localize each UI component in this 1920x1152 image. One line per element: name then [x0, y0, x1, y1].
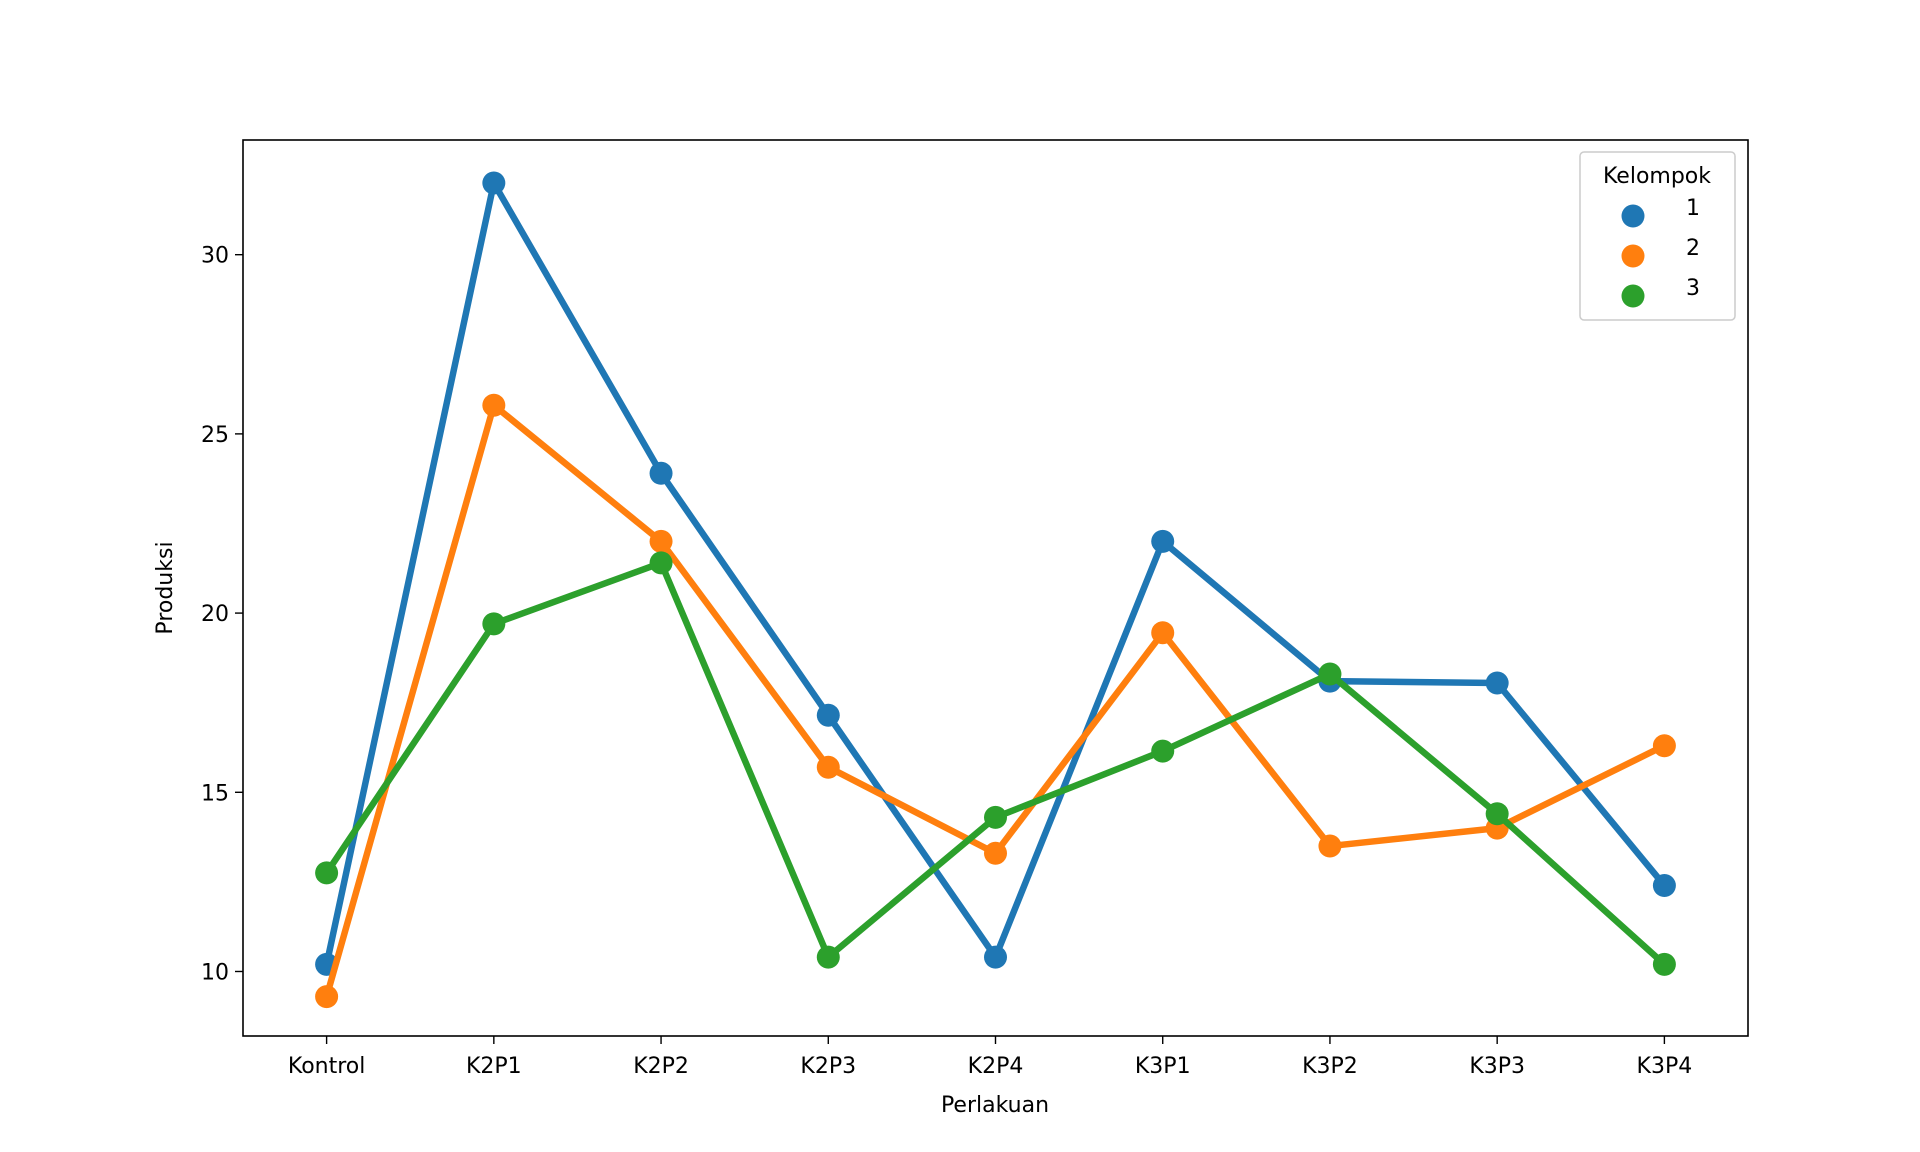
series-3-point: [1485, 802, 1509, 826]
y-tick-label: 20: [201, 602, 229, 627]
y-tick-label: 15: [201, 781, 229, 806]
series-2-point: [1318, 834, 1342, 858]
series-3-point: [482, 612, 506, 636]
x-tick-label: K2P1: [466, 1054, 522, 1079]
legend-marker-3: [1621, 284, 1645, 308]
series-1-point: [816, 703, 840, 727]
x-tick-label: K3P1: [1135, 1054, 1191, 1079]
series-2-point: [816, 755, 840, 779]
series-3-point: [816, 945, 840, 969]
legend-title: Kelompok: [1603, 164, 1711, 189]
x-tick-label: K2P2: [633, 1054, 689, 1079]
series-layer: [315, 171, 1676, 1009]
series-3-point: [1652, 952, 1676, 976]
series-3-point: [1318, 662, 1342, 686]
series-3-point: [984, 805, 1007, 829]
x-tick-label: K3P3: [1469, 1054, 1525, 1079]
y-tick-label: 10: [201, 960, 229, 985]
series-1-point: [1485, 671, 1509, 695]
legend-label-3: 3: [1686, 276, 1700, 301]
x-tick-label: Kontrol: [288, 1054, 366, 1079]
series-1-point: [1652, 873, 1676, 897]
x-tick-label: K3P2: [1302, 1054, 1358, 1079]
legend-box: [1579, 151, 1736, 321]
legend: Kelompok 1 2 3: [1579, 151, 1736, 321]
legend-marker-1: [1621, 204, 1645, 228]
legend-items: 1 2 3: [1621, 196, 1700, 308]
series-2-point: [984, 841, 1007, 865]
legend-label-1: 1: [1686, 196, 1700, 221]
series-2-point: [649, 529, 673, 553]
series-2-point: [1151, 621, 1175, 645]
y-tick-label: 25: [201, 423, 229, 448]
y-axis: 10 15 20 25 30: [201, 244, 243, 985]
series-1-point: [482, 171, 506, 195]
plot-area: [243, 140, 1748, 1036]
y-axis-label: Produksi: [153, 541, 178, 634]
legend-marker-2: [1621, 244, 1645, 268]
x-tick-label: K2P3: [800, 1054, 856, 1079]
series-1-point: [1151, 529, 1175, 553]
series-3-point: [1151, 739, 1175, 763]
series-1-point: [984, 945, 1007, 969]
series-2-point: [1652, 734, 1676, 758]
legend-label-2: 2: [1686, 236, 1700, 261]
series-2-point: [482, 393, 506, 417]
x-axis-label: Perlakuan: [941, 1093, 1049, 1118]
series-3-point: [649, 551, 673, 575]
x-tick-label: K3P4: [1637, 1054, 1693, 1079]
series-1-point: [649, 461, 673, 485]
y-tick-label: 30: [201, 244, 229, 269]
x-axis: Kontrol K2P1 K2P2 K2P3 K2P4 K3P1 K3P2 K3P3 K3P4: [288, 1036, 1692, 1079]
x-tick-label: K2P4: [968, 1054, 1024, 1079]
series-2-point: [315, 985, 339, 1009]
series-3-point: [315, 861, 339, 885]
